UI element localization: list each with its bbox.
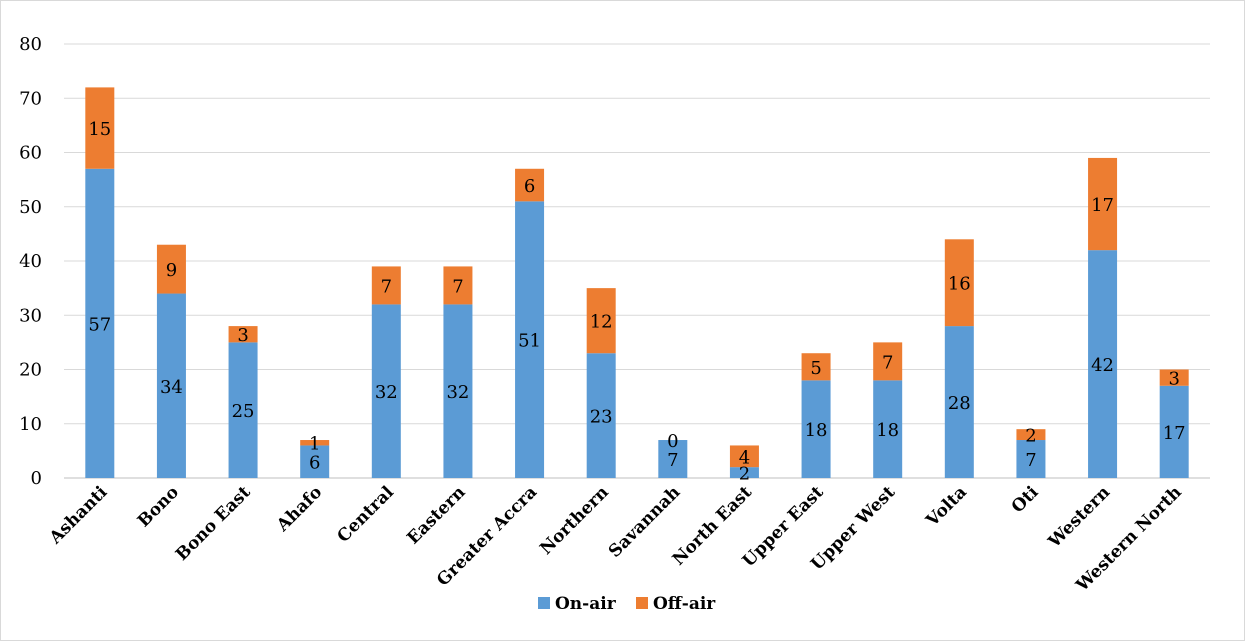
data-label-on-air: 7 (667, 450, 678, 471)
bar-on-air (1088, 250, 1118, 478)
legend-swatch-on-air (538, 597, 550, 609)
bars (85, 87, 1189, 478)
data-label-on-air: 25 (232, 401, 255, 422)
x-tick-label: Central (334, 482, 399, 547)
bar-on-air (300, 445, 330, 478)
bar-off-air (944, 239, 974, 327)
data-label-off-air: 2 (1025, 426, 1036, 447)
legend: On-air Off-air (538, 594, 716, 614)
data-label-off-air: 7 (452, 276, 463, 297)
data-label-on-air: 42 (1091, 355, 1114, 376)
y-tick-label: 20 (19, 360, 42, 381)
legend-swatch-off-air (636, 597, 648, 609)
bar-on-air (586, 353, 616, 478)
data-label-on-air: 6 (309, 453, 320, 474)
y-tick-label: 60 (19, 143, 42, 164)
bar-off-air (801, 353, 831, 381)
data-label-off-air: 17 (1091, 195, 1114, 216)
data-label-off-air: 16 (948, 274, 971, 295)
data-label-off-air: 3 (1168, 369, 1179, 390)
bar-off-air (156, 244, 186, 294)
data-label-on-air: 2 (739, 464, 750, 485)
data-labels: 5715349253613273275162312702418518728167… (88, 119, 1185, 484)
data-label-on-air: 17 (1163, 423, 1186, 444)
bar-off-air (228, 326, 258, 343)
bar-off-air (443, 266, 473, 305)
data-label-on-air: 51 (518, 331, 541, 352)
data-label-on-air: 57 (88, 314, 111, 335)
data-label-off-air: 5 (810, 358, 821, 379)
bar-on-air (515, 201, 545, 478)
bar-on-air (228, 342, 258, 478)
bar-off-air (300, 440, 330, 446)
x-tick-label: Eastern (403, 482, 469, 548)
y-tick-label: 50 (19, 197, 42, 218)
y-tick-label: 80 (19, 34, 42, 55)
data-label-off-air: 1 (309, 434, 320, 455)
data-label-on-air: 18 (805, 420, 828, 441)
data-label-off-air: 0 (667, 431, 678, 452)
data-label-off-air: 4 (739, 447, 750, 468)
y-tick-label: 70 (19, 88, 42, 109)
y-tick-label: 0 (31, 468, 42, 489)
y-tick-label: 30 (19, 305, 42, 326)
x-tick-label: Oti (1008, 482, 1043, 517)
legend-label-off-air: Off-air (653, 594, 716, 614)
bar-on-air (944, 326, 974, 478)
bar-on-air (801, 380, 831, 478)
bar-off-air (1016, 429, 1046, 441)
data-label-off-air: 6 (524, 176, 535, 197)
bar-off-air (1159, 369, 1189, 386)
y-axis: 0 10 20 30 40 50 60 70 80 (19, 34, 42, 489)
x-tick-label: Western (1044, 482, 1114, 552)
x-tick-label: Bono (134, 482, 183, 531)
bar-on-air (1016, 440, 1046, 478)
bar-on-air (658, 440, 688, 478)
data-label-off-air: 12 (590, 312, 613, 333)
legend-label-on-air: On-air (555, 594, 617, 614)
y-tick-label: 40 (19, 251, 42, 272)
data-label-on-air: 34 (160, 377, 183, 398)
data-label-on-air: 28 (948, 393, 971, 414)
data-label-off-air: 9 (166, 260, 177, 281)
bar-off-air (371, 266, 401, 305)
bar-on-air (156, 293, 186, 478)
x-tick-label: Northern (536, 482, 613, 559)
x-tick-label: Volta (922, 482, 971, 531)
bar-off-air (873, 342, 903, 381)
bar-on-air (873, 380, 903, 478)
bar-on-air (729, 467, 759, 478)
y-tick-label: 10 (19, 414, 42, 435)
data-label-off-air: 7 (882, 352, 893, 373)
data-label-off-air: 3 (237, 325, 248, 346)
bar-off-air (1088, 157, 1118, 251)
data-label-on-air: 32 (375, 382, 398, 403)
bar-on-air (443, 304, 473, 478)
bar-off-air (729, 445, 759, 468)
data-label-off-air: 15 (88, 119, 111, 140)
data-label-on-air: 7 (1025, 450, 1036, 471)
bar-on-air (85, 168, 115, 478)
bar-on-air (1159, 385, 1189, 478)
bar-off-air (586, 288, 616, 354)
x-tick-label: Bono East (172, 482, 255, 565)
bar-off-air (515, 168, 545, 202)
data-label-off-air: 7 (381, 276, 392, 297)
bar-off-air (85, 87, 115, 169)
bar-on-air (371, 304, 401, 478)
x-tick-label: Ahafo (272, 482, 326, 536)
data-label-on-air: 18 (876, 420, 899, 441)
data-label-on-air: 32 (446, 382, 469, 403)
data-label-on-air: 23 (590, 407, 613, 428)
x-tick-label: Savannah (605, 482, 684, 561)
x-tick-label: Ashanti (45, 482, 112, 549)
